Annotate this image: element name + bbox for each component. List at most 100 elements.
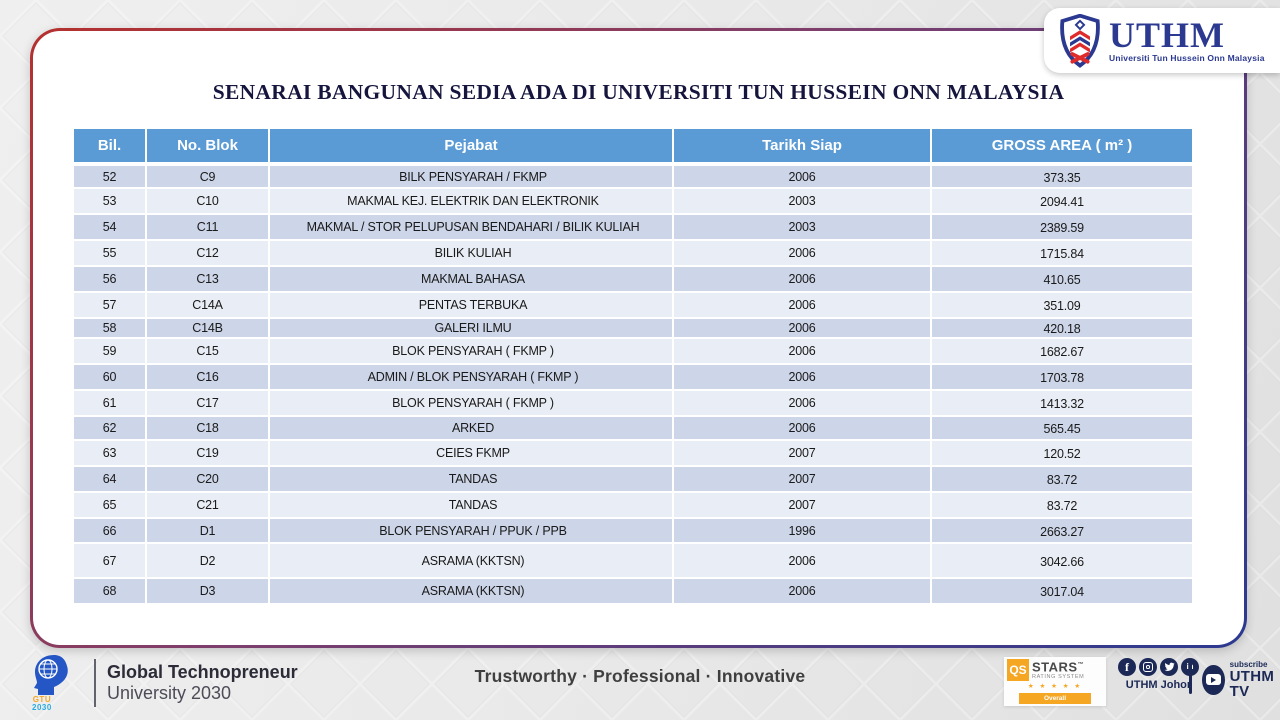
cell-tarikh: 2006 xyxy=(672,389,932,417)
gtu-divider xyxy=(94,659,96,707)
facebook-icon: f xyxy=(1118,658,1136,676)
cell-area: 351.09 xyxy=(930,291,1194,319)
uthm-shield-icon xyxy=(1060,13,1100,68)
cell-bil: 58 xyxy=(72,317,147,339)
twitter-icon xyxy=(1160,658,1178,676)
cell-tarikh: 2006 xyxy=(672,337,932,365)
cell-blok: C16 xyxy=(145,363,270,391)
col-header-bil: Bil. xyxy=(72,129,147,166)
cell-blok: C12 xyxy=(145,239,270,267)
cell-pejabat: ARKED xyxy=(268,415,674,441)
uthm-tv-label: UTHM TV xyxy=(1229,668,1275,700)
values-tagline: Trustworthy · Professional · Innovative xyxy=(474,666,806,686)
table-row: 67 D2 ASRAMA (KKTSN) 2006 3042.66 xyxy=(72,542,1194,579)
cell-blok: C19 xyxy=(145,439,270,467)
gtu-logo-year: 2030 xyxy=(32,703,52,712)
cell-pejabat: BILIK KULIAH xyxy=(268,239,674,267)
cell-bil: 54 xyxy=(72,213,147,241)
youtube-icon xyxy=(1202,664,1225,695)
col-header-tarikh: Tarikh Siap xyxy=(672,129,932,166)
gtu-logo-icon: GTU 2030 xyxy=(24,654,90,712)
cell-bil: 62 xyxy=(72,415,147,441)
table-row: 59 C15 BLOK PENSYARAH ( FKMP ) 2006 1682.67 xyxy=(72,337,1194,365)
cell-area: 2663.27 xyxy=(930,517,1194,544)
cell-bil: 56 xyxy=(72,265,147,293)
cell-bil: 55 xyxy=(72,239,147,267)
table-row: 56 C13 MAKMAL BAHASA 2006 410.65 xyxy=(72,265,1194,293)
table-row: 53 C10 MAKMAL KEJ. ELEKTRIK DAN ELEKTRONIK… xyxy=(72,187,1194,215)
table-header-row: Bil. No. Blok Pejabat Tarikh Siap GROSS … xyxy=(72,129,1194,166)
social-media-group: f in UTHM Johor xyxy=(1118,658,1199,691)
cell-tarikh: 2006 xyxy=(672,577,932,605)
cell-pejabat: BLOK PENSYARAH ( FKMP ) xyxy=(268,337,674,365)
cell-bil: 59 xyxy=(72,337,147,365)
cell-area: 120.52 xyxy=(930,439,1194,467)
cell-tarikh: 2007 xyxy=(672,491,932,519)
cell-area: 1703.78 xyxy=(930,363,1194,391)
cell-pejabat: ASRAMA (KKTSN) xyxy=(268,577,674,605)
cell-tarikh: 1996 xyxy=(672,517,932,544)
table-row: 55 C12 BILIK KULIAH 2006 1715.84 xyxy=(72,239,1194,267)
cell-bil: 66 xyxy=(72,517,147,544)
instagram-icon xyxy=(1139,658,1157,676)
cell-area: 3017.04 xyxy=(930,577,1194,605)
cell-pejabat: MAKMAL / STOR PELUPUSAN BENDAHARI / BILI… xyxy=(268,213,674,241)
cell-blok: C14B xyxy=(145,317,270,339)
table-row: 63 C19 CEIES FKMP 2007 120.52 xyxy=(72,439,1194,467)
cell-bil: 68 xyxy=(72,577,147,605)
col-header-pejabat: Pejabat xyxy=(268,129,674,166)
col-header-blok: No. Blok xyxy=(145,129,270,166)
cell-area: 565.45 xyxy=(930,415,1194,441)
cell-bil: 60 xyxy=(72,363,147,391)
cell-pejabat: MAKMAL KEJ. ELEKTRIK DAN ELEKTRONIK xyxy=(268,187,674,215)
cell-pejabat: MAKMAL BAHASA xyxy=(268,265,674,293)
cell-tarikh: 2007 xyxy=(672,439,932,467)
cell-bil: 64 xyxy=(72,465,147,493)
table-body: 52 C9 BILK PENSYARAH / FKMP 2006 373.35 53 C10… xyxy=(72,163,1194,605)
cell-blok: C9 xyxy=(145,163,270,189)
table-row: 60 C16 ADMIN / BLOK PENSYARAH ( FKMP ) 2006… xyxy=(72,363,1194,391)
cell-tarikh: 2003 xyxy=(672,187,932,215)
cell-blok: C15 xyxy=(145,337,270,365)
cell-area: 373.35 xyxy=(930,163,1194,189)
cell-tarikh: 2006 xyxy=(672,239,932,267)
cell-bil: 57 xyxy=(72,291,147,319)
qs-rating-system: RATING SYSTEM xyxy=(1032,674,1085,681)
cell-bil: 52 xyxy=(72,163,147,189)
cell-blok: D3 xyxy=(145,577,270,605)
uthm-wordmark: UTHM xyxy=(1109,15,1225,55)
cell-bil: 67 xyxy=(72,542,147,579)
qs-overall-bar: Overall xyxy=(1019,693,1091,704)
gtu-line1: Global Technopreneur xyxy=(107,662,298,682)
cell-blok: C20 xyxy=(145,465,270,493)
cell-area: 2389.59 xyxy=(930,213,1194,241)
cell-blok: C21 xyxy=(145,491,270,519)
cell-area: 410.65 xyxy=(930,265,1194,293)
cell-blok: C11 xyxy=(145,213,270,241)
cell-tarikh: 2006 xyxy=(672,317,932,339)
table-row: 62 C18 ARKED 2006 565.45 xyxy=(72,415,1194,441)
cell-area: 1413.32 xyxy=(930,389,1194,417)
table-row: 61 C17 BLOK PENSYARAH ( FKMP ) 2006 1413.32 xyxy=(72,389,1194,417)
table-row: 64 C20 TANDAS 2007 83.72 xyxy=(72,465,1194,493)
cell-area: 2094.41 xyxy=(930,187,1194,215)
cell-blok: C10 xyxy=(145,187,270,215)
table-row: 65 C21 TANDAS 2007 83.72 xyxy=(72,491,1194,519)
qs-icon: QS xyxy=(1007,659,1029,681)
qs-stars-row: ★ ★ ★ ★ ★ xyxy=(1027,683,1083,690)
table-row: 68 D3 ASRAMA (KKTSN) 2006 3017.04 xyxy=(72,577,1194,605)
cell-pejabat: GALERI ILMU xyxy=(268,317,674,339)
gtu-branding: GTU 2030 Global Technopreneur University… xyxy=(24,654,298,712)
cell-tarikh: 2006 xyxy=(672,542,932,579)
qs-stars-word: STARS™ xyxy=(1032,659,1085,675)
cell-pejabat: ASRAMA (KKTSN) xyxy=(268,542,674,579)
cell-area: 1682.67 xyxy=(930,337,1194,365)
col-header-area: GROSS AREA ( m² ) xyxy=(930,129,1194,166)
gtu-line2: University 2030 xyxy=(107,683,232,703)
cell-area: 1715.84 xyxy=(930,239,1194,267)
footer-divider xyxy=(1189,660,1192,694)
cell-bil: 53 xyxy=(72,187,147,215)
cell-pejabat: CEIES FKMP xyxy=(268,439,674,467)
social-caption: UTHM Johor xyxy=(1125,679,1192,691)
cell-pejabat: ADMIN / BLOK PENSYARAH ( FKMP ) xyxy=(268,363,674,391)
